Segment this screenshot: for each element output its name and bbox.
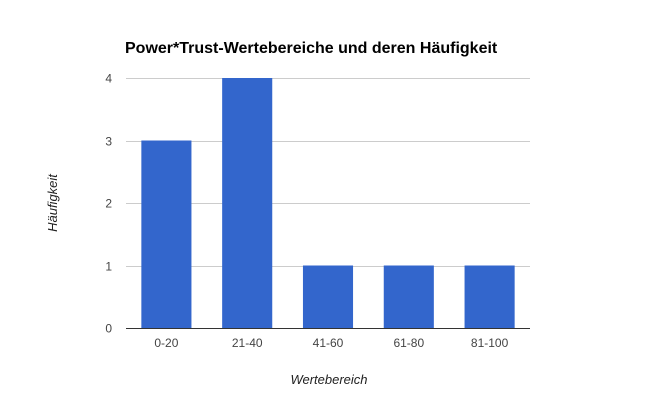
x-tick-label: 61-80 (393, 336, 424, 350)
y-tick-label: 3 (105, 135, 112, 149)
x-tick-label: 21-40 (232, 336, 263, 350)
bar-0-20 (141, 140, 192, 328)
x-tick-label: 0-20 (154, 336, 178, 350)
chart-title: Power*Trust-Wertebereiche und deren Häuf… (125, 40, 498, 57)
x-axis-ticks: 0-20 21-40 41-60 61-80 81-100 (154, 336, 508, 350)
x-axis-title: Wertebereich (290, 372, 367, 387)
bars (141, 78, 515, 328)
bar-41-60 (302, 265, 354, 328)
y-tick-label: 2 (105, 197, 112, 211)
y-axis-title: Häufigkeit (45, 173, 60, 232)
bar-81-100 (464, 265, 515, 328)
y-tick-label: 4 (105, 72, 112, 86)
y-tick-label: 0 (105, 322, 112, 336)
bar-61-80 (383, 265, 434, 328)
x-tick-label: 41-60 (313, 336, 344, 350)
y-axis-ticks: 0 1 2 3 4 (105, 72, 112, 336)
y-tick-label: 1 (105, 260, 112, 274)
bar-21-40 (222, 78, 273, 328)
x-tick-label: 81-100 (471, 336, 509, 350)
